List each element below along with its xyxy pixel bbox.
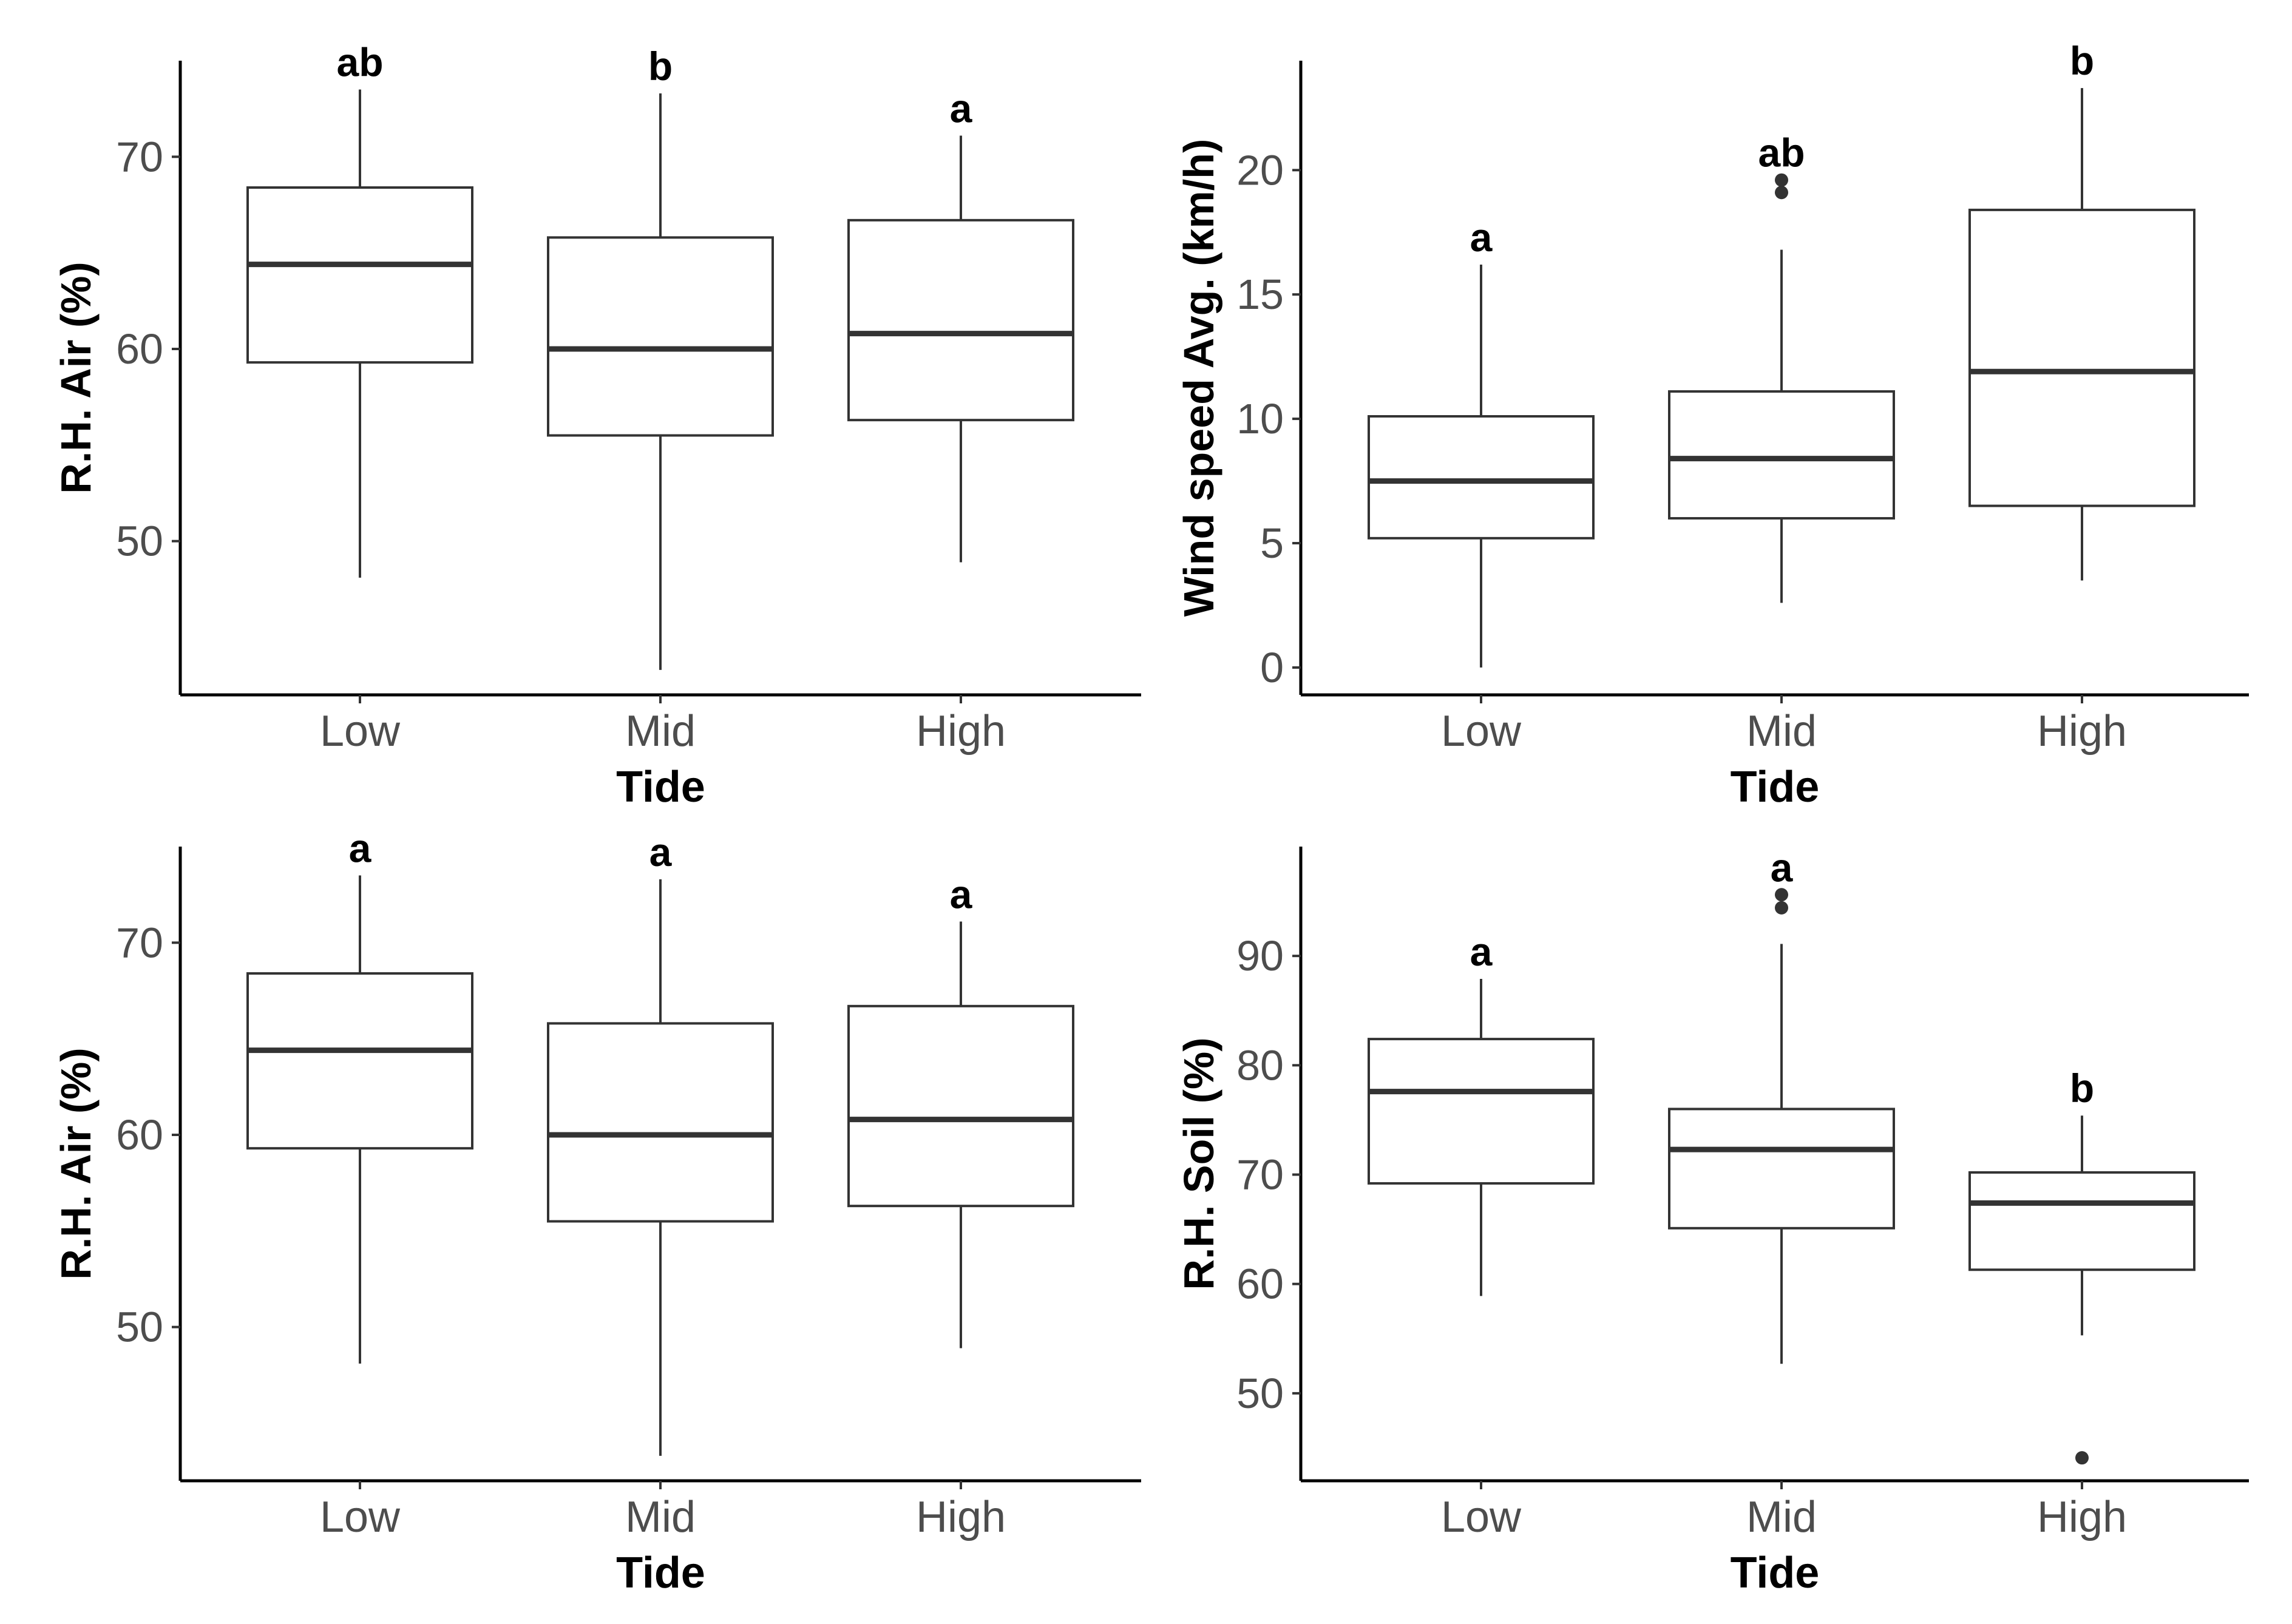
panel4-x-tick-label: Low: [1441, 1493, 1522, 1541]
panel1-x-axis-title: Tide: [616, 763, 705, 811]
panel4-x-tick-label: High: [2037, 1493, 2127, 1541]
panel2-x-tick-label: Low: [1441, 707, 1522, 756]
panel3-y-tick-label: 70: [116, 919, 163, 966]
panel1-mid-box: [547, 236, 774, 437]
panel1-y-tick-label: 50: [116, 518, 163, 565]
panel1-x-tick-label: Low: [320, 707, 401, 756]
panel4-high-box: [1968, 1171, 2195, 1271]
panel4-mid-outlier-point: [1775, 888, 1788, 902]
panel3-x-tick-label: Mid: [625, 1493, 696, 1541]
panel2-mid-significance-letter: ab: [1758, 130, 1805, 175]
panel3-low-significance-letter: a: [349, 826, 372, 871]
panel3-x-tick-label: Low: [320, 1493, 401, 1541]
panel2-low-box: [1368, 415, 1595, 540]
panel2-y-tick-label: 15: [1236, 271, 1284, 318]
panel1-low-box: [246, 186, 473, 364]
panel1-y-axis-title: R.H. Air (%): [52, 262, 100, 493]
panel4-low-significance-letter: a: [1470, 929, 1493, 974]
panel4-y-tick-label: 50: [1236, 1370, 1284, 1417]
panel4-x-tick-label: Mid: [1746, 1493, 1817, 1541]
panel2-y-axis-title: Wind speed Avg. (km/h): [1175, 139, 1222, 617]
panel1-x-tick-label: High: [916, 707, 1006, 756]
panel2-mid-outlier-point: [1775, 173, 1788, 187]
panel3-x-axis-title: Tide: [616, 1549, 705, 1597]
panel3-y-axis-title: R.H. Air (%): [52, 1047, 100, 1279]
panel2-x-axis-title: Tide: [1731, 763, 1820, 811]
panel2-y-tick-label: 10: [1236, 395, 1284, 442]
panel4-x-axis-title: Tide: [1731, 1549, 1820, 1597]
panel1-x-tick-label: Mid: [625, 707, 696, 756]
panel4-y-tick-label: 70: [1236, 1151, 1284, 1199]
panel4-y-tick-label: 60: [1236, 1260, 1284, 1308]
panel2-mid-outlier-point: [1775, 186, 1788, 200]
panel2-y-tick-label: 5: [1260, 519, 1284, 567]
panel3-high-significance-letter: a: [950, 872, 973, 917]
panel1-high-significance-letter: a: [950, 86, 973, 131]
panel4-y-tick-label: 90: [1236, 932, 1284, 979]
panel4-high-significance-letter: b: [2070, 1066, 2094, 1111]
panel3-low-box: [246, 972, 473, 1150]
panel4-mid-outlier-point: [1775, 901, 1788, 915]
panel2-high-significance-letter: b: [2070, 38, 2094, 83]
panel2-high-box: [1968, 208, 2195, 507]
panel3-mid-significance-letter: a: [649, 830, 673, 875]
panel4-mid-significance-letter: a: [1771, 845, 1794, 890]
panel3-mid-box: [547, 1022, 774, 1223]
panel4-high-outlier-point: [2075, 1451, 2089, 1465]
panel4-y-axis-title: R.H. Soil (%): [1175, 1037, 1222, 1290]
panel3-y-tick-label: 60: [116, 1111, 163, 1159]
panel3-high-box: [847, 1004, 1074, 1208]
panel4-y-tick-label: 80: [1236, 1041, 1284, 1089]
panel1-y-tick-label: 70: [116, 133, 163, 180]
panel2-mid-box: [1668, 390, 1895, 520]
panel1-mid-significance-letter: b: [648, 44, 673, 89]
panel2-x-tick-label: High: [2037, 707, 2127, 756]
panel3-y-tick-label: 50: [116, 1304, 163, 1351]
panel2-y-tick-label: 20: [1236, 146, 1284, 194]
panel1-high-box: [847, 218, 1074, 422]
panel1-y-tick-label: 60: [116, 325, 163, 373]
panel2-low-significance-letter: a: [1470, 215, 1493, 260]
panel4-low-box: [1368, 1038, 1595, 1185]
panel2-x-tick-label: Mid: [1746, 707, 1817, 756]
panel3-x-tick-label: High: [916, 1493, 1006, 1541]
panel1-low-significance-letter: ab: [336, 40, 383, 85]
panel4-mid-box: [1668, 1108, 1895, 1230]
panel2-y-tick-label: 0: [1260, 644, 1284, 691]
